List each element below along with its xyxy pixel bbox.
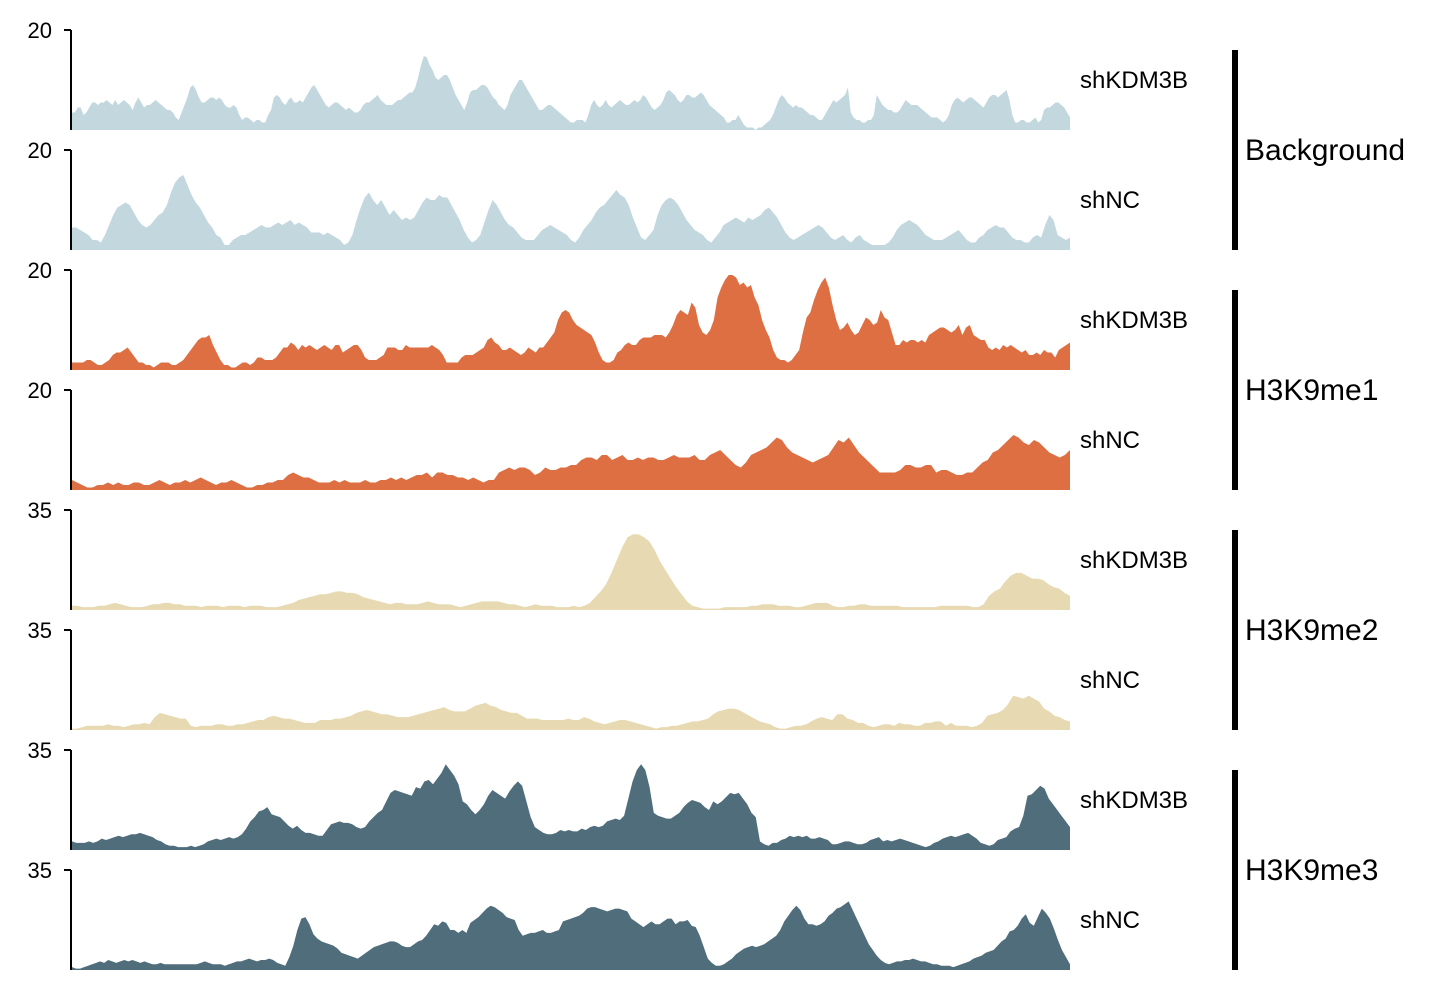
group-h3k9me3: H3K9me3 — [1232, 770, 1378, 970]
signal-area — [72, 275, 1070, 370]
group-background: Background — [1232, 50, 1405, 250]
track-h3k9me2-shnc: 35 shNC — [28, 618, 1140, 730]
y-max-label: 20 — [28, 18, 52, 43]
track-background-shnc: 20 shNC — [28, 138, 1140, 250]
track-h3k9me1-shnc: 20 shNC — [28, 378, 1140, 490]
track-h3k9me1-shkdm3b: 20 shKDM3B — [28, 258, 1188, 370]
y-max-label: 35 — [28, 738, 52, 763]
group-label: H3K9me1 — [1245, 374, 1378, 407]
sample-label: shKDM3B — [1080, 307, 1188, 334]
signal-area — [72, 175, 1070, 250]
sample-label: shKDM3B — [1080, 547, 1188, 574]
track-background-shkdm3b: 20 shKDM3B — [28, 18, 1188, 130]
sample-label: shNC — [1080, 187, 1140, 214]
group-h3k9me2: H3K9me2 — [1232, 530, 1378, 730]
signal-area — [72, 56, 1070, 130]
signal-area — [72, 901, 1070, 970]
y-max-label: 35 — [28, 498, 52, 523]
track-h3k9me3-shnc: 35 shNC — [28, 858, 1140, 970]
y-max-label: 35 — [28, 858, 52, 883]
group-label: H3K9me2 — [1245, 614, 1378, 647]
sample-label: shNC — [1080, 667, 1140, 694]
y-max-label: 20 — [28, 378, 52, 403]
track-h3k9me3-shkdm3b: 35 shKDM3B — [28, 738, 1188, 850]
track-h3k9me2-shkdm3b: 35 shKDM3B — [28, 498, 1188, 610]
sample-label: shNC — [1080, 427, 1140, 454]
y-max-label: 35 — [28, 618, 52, 643]
signal-area — [72, 435, 1070, 490]
signal-area — [72, 534, 1070, 610]
y-max-label: 20 — [28, 138, 52, 163]
group-h3k9me1: H3K9me1 — [1232, 290, 1378, 490]
group-label: H3K9me3 — [1245, 854, 1378, 887]
signal-area — [72, 764, 1070, 850]
sample-label: shNC — [1080, 907, 1140, 934]
sample-label: shKDM3B — [1080, 67, 1188, 94]
sample-label: shKDM3B — [1080, 787, 1188, 814]
y-max-label: 20 — [28, 258, 52, 283]
group-label: Background — [1245, 134, 1405, 167]
signal-area — [72, 695, 1070, 730]
